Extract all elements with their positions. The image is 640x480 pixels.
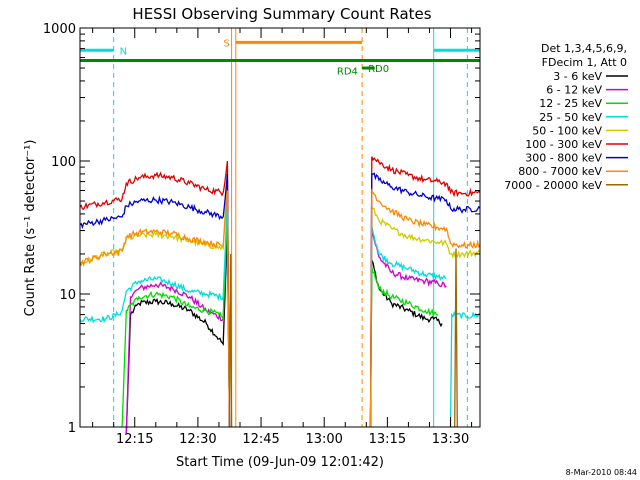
series-line (369, 188, 481, 428)
series-8 (228, 248, 458, 428)
series-line (79, 160, 231, 428)
legend-label: 25 - 50 keV (539, 111, 602, 124)
series-line (228, 253, 233, 428)
chart-title: HESSI Observing Summary Count Rates (132, 5, 431, 23)
plot-frame (79, 27, 481, 428)
series-line (369, 266, 439, 428)
series-line (369, 172, 481, 428)
x-tick-label: 12:30 (179, 432, 216, 447)
series-line (79, 173, 231, 428)
y-tick-label: 1 (68, 421, 76, 436)
legend: Det 1,3,4,5,6,9, FDecim 1, Att 0 3 - 6 k… (504, 42, 628, 192)
legend-label: 12 - 25 keV (539, 97, 602, 110)
series-line (369, 259, 443, 428)
y-tick-label: 10 (59, 288, 76, 303)
series-0 (125, 230, 443, 434)
series-5 (79, 156, 481, 428)
x-tick-label: 12:45 (242, 432, 279, 447)
series-1 (125, 207, 447, 434)
legend-label: 50 - 100 keV (532, 124, 602, 137)
legend-label: 800 - 7000 keV (518, 165, 602, 178)
timestamp: 8-Mar-2010 08:44 (566, 468, 637, 477)
y-tick-label: 100 (51, 155, 76, 170)
x-tick-label: 12:15 (116, 432, 153, 447)
series-6 (79, 172, 481, 428)
series-7 (79, 188, 481, 428)
series-line (369, 226, 447, 428)
axes (79, 27, 481, 428)
legend-label: 300 - 800 keV (525, 152, 602, 165)
x-tick-label: 13:00 (305, 432, 342, 447)
legend-label: 3 - 6 keV (553, 70, 602, 83)
x-tick-labels: 12:15 12:30 12:45 13:00 13:15 13:30 (116, 432, 469, 447)
series-line (121, 213, 231, 428)
marker-layer: N S RD4 RD0 (80, 28, 480, 427)
marker-label-rd0: RD0 (368, 64, 389, 75)
legend-label: 6 - 12 keV (546, 84, 602, 97)
marker-label-n: N (120, 46, 127, 57)
series-line (125, 207, 231, 434)
x-tick-label: 13:15 (369, 432, 406, 447)
series-line (369, 156, 481, 428)
legend-header-line-1: Det 1,3,4,5,6,9, (541, 42, 627, 55)
x-axis-label: Start Time (09-Jun-09 12:01:42) (176, 455, 384, 470)
marker-label-rd4: RD4 (337, 66, 358, 77)
series-layer (79, 156, 481, 434)
y-axis-label: Count Rate (s⁻¹ detector⁻¹) (23, 140, 38, 317)
series-line (369, 230, 447, 428)
series-line (79, 200, 231, 428)
series-line (454, 248, 458, 428)
series-2 (121, 213, 439, 428)
y-tick-labels: 1 10 100 1000 (43, 22, 76, 436)
series-line (369, 205, 481, 428)
series-line (125, 230, 231, 434)
x-tick-label: 13:30 (432, 432, 469, 447)
y-tick-label: 1000 (43, 22, 76, 37)
marker-label-s: S (223, 38, 229, 49)
legend-label: 7000 - 20000 keV (504, 179, 602, 192)
legend-label: 100 - 300 keV (525, 138, 602, 151)
series-line (79, 190, 231, 428)
legend-header-line-2: FDecim 1, Att 0 (542, 56, 627, 69)
